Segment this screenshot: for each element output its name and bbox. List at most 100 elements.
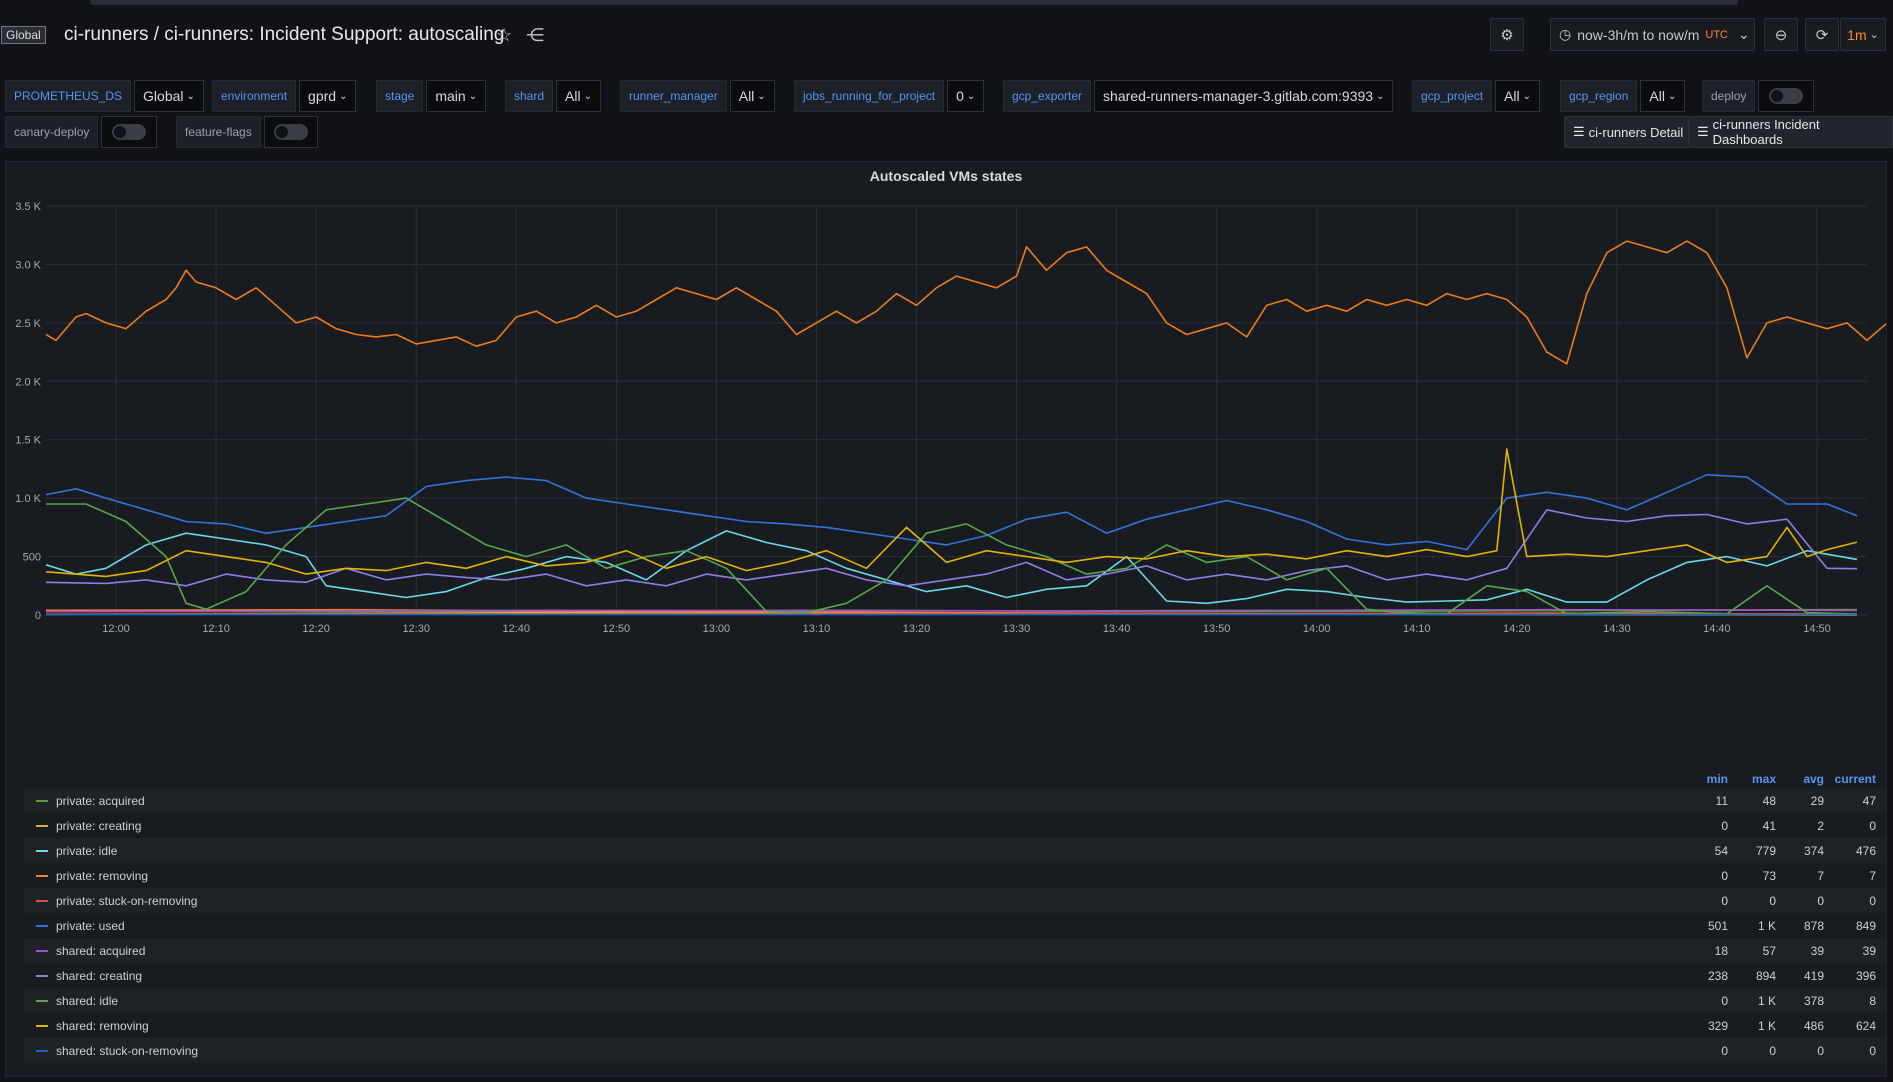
chevron-down-icon: ⌄ — [1376, 90, 1385, 102]
legend-row[interactable]: shared: stuck-on-removing 0 0 0 0 — [24, 1038, 1886, 1063]
legend-series-name[interactable]: private: acquired — [56, 793, 145, 808]
var-prometheus-ds: PROMETHEUS_DS Global ⌄ — [5, 80, 204, 112]
legend-header-avg[interactable]: avg — [1803, 772, 1824, 786]
refresh-button[interactable]: ⟳ — [1805, 18, 1839, 51]
legend-max-value: 41 — [1762, 818, 1776, 833]
legend-swatch — [36, 899, 48, 902]
legend-table: min max avg current private: acquired 11 4… — [24, 770, 1886, 1063]
legend-current-value: 0 — [1869, 1043, 1876, 1058]
var-value: 0 — [956, 88, 964, 104]
y-tick-label: 1.0 K — [15, 493, 41, 505]
link-ci-runners-detail[interactable]: ☰ ci-runners Detail — [1564, 116, 1693, 148]
var-gcp-project: gcp_project All ⌄ — [1412, 80, 1540, 112]
legend-min-value: 11 — [1715, 793, 1728, 808]
var-runner-manager: runner_manager All ⌄ — [620, 80, 775, 112]
legend-row[interactable]: private: idle 54 779 374 476 — [24, 838, 1886, 863]
x-tick-label: 12:20 — [302, 623, 330, 635]
legend-avg-value: 419 — [1803, 968, 1824, 983]
legend-avg-value: 29 — [1810, 793, 1824, 808]
legend-header-current[interactable]: current — [1834, 772, 1876, 786]
star-icon[interactable]: ☆ — [496, 25, 513, 45]
legend-swatch — [36, 799, 48, 802]
legend-series-name[interactable]: private: idle — [56, 843, 118, 858]
x-tick-label: 13:40 — [1103, 623, 1131, 635]
top-scroll-strip — [90, 0, 1738, 5]
x-tick-label: 14:00 — [1303, 623, 1331, 635]
legend-header-max[interactable]: max — [1751, 772, 1776, 786]
clock-icon: ◷ — [1559, 26, 1572, 42]
toggle-switch — [273, 124, 308, 140]
legend-row[interactable]: shared: idle 0 1 K 378 8 — [24, 988, 1886, 1013]
chart-svg[interactable]: 0 500 1.0 K 1.5 K 2.0 K 2.5 K 3.0 K 3.5 K 12:00 1… — [6, 162, 1886, 762]
legend-max-value: 1 K — [1757, 918, 1776, 933]
legend-header-min[interactable]: min — [1706, 772, 1728, 786]
var-select[interactable]: All ⌄ — [556, 80, 601, 112]
panel-title[interactable]: Autoscaled VMs states — [869, 168, 1023, 184]
x-tick-label: 12:10 — [202, 623, 230, 635]
legend-row[interactable]: private: acquired 11 48 29 47 — [24, 788, 1886, 813]
legend-series-name[interactable]: private: stuck-on-removing — [56, 893, 198, 908]
x-tick-label: 14:20 — [1503, 623, 1531, 635]
refresh-interval-picker[interactable]: 1m ⌄ — [1840, 18, 1886, 51]
var-select[interactable]: Global ⌄ — [134, 80, 204, 112]
var-select[interactable]: main ⌄ — [426, 80, 487, 112]
legend-series-name[interactable]: private: used — [56, 918, 125, 933]
var-select[interactable]: 0 ⌄ — [947, 80, 985, 112]
share-icon[interactable]: ⋲ — [526, 25, 545, 45]
timezone-label: UTC — [1705, 28, 1728, 41]
legend-swatch — [36, 824, 48, 827]
zoom-out-button[interactable]: ⊖ — [1764, 18, 1798, 51]
x-tick-label: 14:10 — [1403, 623, 1431, 635]
var-select[interactable]: All ⌄ — [1495, 80, 1540, 112]
legend-current-value: 8 — [1869, 993, 1876, 1008]
zoom-out-icon: ⊖ — [1774, 26, 1788, 44]
legend-avg-value: 486 — [1803, 1018, 1824, 1033]
var-select[interactable]: All ⌄ — [729, 80, 775, 112]
settings-button[interactable]: ⚙ — [1490, 18, 1524, 51]
legend-series-name[interactable]: private: creating — [56, 818, 142, 833]
legend-max-value: 0 — [1769, 1043, 1776, 1058]
legend-series-name[interactable]: shared: acquired — [56, 943, 146, 958]
var-label: environment — [212, 80, 297, 112]
link-ci-runners-incident-dashboards[interactable]: ☰ ci-runners Incident Dashboards — [1688, 116, 1893, 148]
legend-min-value: 0 — [1721, 993, 1728, 1008]
canary-deploy-toggle[interactable] — [101, 116, 158, 148]
chevron-down-icon: ⌄ — [1738, 26, 1750, 42]
legend-row[interactable]: private: used 501 1 K 878 849 — [24, 913, 1886, 938]
legend-row[interactable]: private: removing 0 73 7 7 — [24, 863, 1886, 888]
legend-avg-value: 878 — [1803, 918, 1824, 933]
chevron-down-icon: ⌄ — [1667, 90, 1677, 102]
legend-series-name[interactable]: shared: idle — [56, 993, 119, 1008]
var-select[interactable]: shared-runners-manager-3.gitlab.com:9393… — [1094, 80, 1394, 112]
var-gcp-exporter: gcp_exporter shared-runners-manager-3.gi… — [1003, 80, 1394, 112]
dashboard-title[interactable]: ci-runners / ci-runners: Incident Suppor… — [64, 24, 505, 45]
legend-avg-value: 7 — [1817, 868, 1824, 883]
legend-current-value: 624 — [1855, 1018, 1876, 1033]
legend-row[interactable]: shared: creating 238 894 419 396 — [24, 963, 1886, 988]
legend-series-name[interactable]: shared: creating — [56, 968, 143, 983]
legend-row[interactable]: private: stuck-on-removing 0 0 0 0 — [24, 888, 1886, 913]
deploy-toggle[interactable] — [1758, 80, 1815, 112]
legend-current-value: 849 — [1855, 918, 1876, 933]
legend-min-value: 0 — [1721, 893, 1728, 908]
legend-current-value: 47 — [1862, 793, 1876, 808]
legend-series-name[interactable]: shared: stuck-on-removing — [56, 1043, 199, 1058]
legend-swatch — [36, 999, 48, 1002]
legend-min-value: 0 — [1721, 868, 1728, 883]
legend-series-name[interactable]: private: removing — [56, 868, 149, 883]
legend-row[interactable]: shared: removing 329 1 K 486 624 — [24, 1013, 1886, 1038]
var-label: deploy — [1702, 80, 1756, 112]
feature-flags-toggle[interactable] — [263, 116, 318, 148]
var-feature-flags: feature-flags — [176, 116, 318, 148]
time-range-text: now-3h/m to now/m — [1577, 26, 1700, 43]
time-range-picker[interactable]: ◷ now-3h/m to now/m UTC ⌄ — [1550, 18, 1755, 51]
legend-series-name[interactable]: shared: removing — [56, 1018, 149, 1033]
legend-row[interactable]: private: creating 0 41 2 0 — [24, 813, 1886, 838]
legend-row[interactable]: shared: acquired 18 57 39 39 — [24, 938, 1886, 963]
legend-swatch — [36, 949, 48, 952]
var-select[interactable]: All ⌄ — [1640, 80, 1686, 112]
var-shard: shard All ⌄ — [505, 80, 601, 112]
var-select[interactable]: gprd ⌄ — [299, 80, 357, 112]
legend-max-value: 57 — [1762, 943, 1776, 958]
legend-swatch — [36, 874, 48, 877]
